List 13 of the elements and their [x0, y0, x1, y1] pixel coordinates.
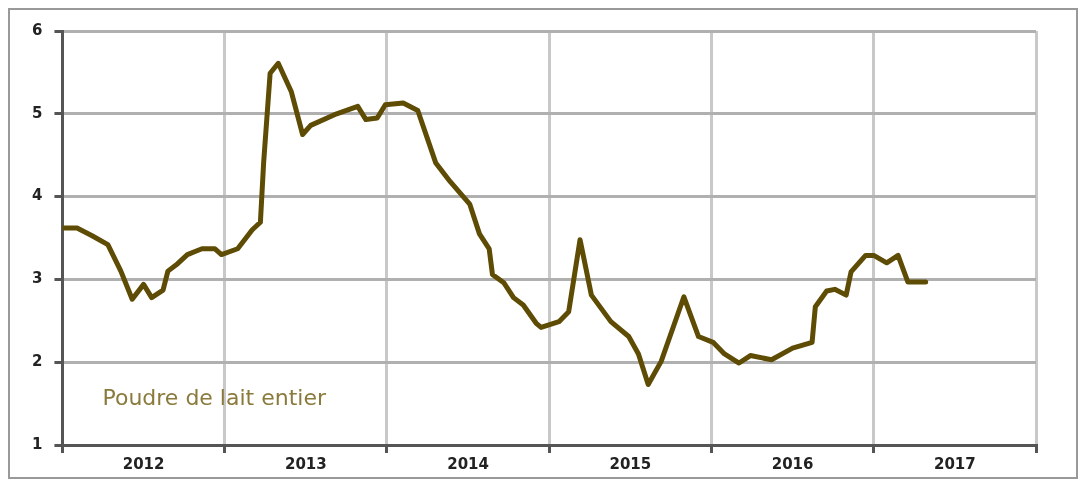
- x-tick-label: 2014: [447, 454, 489, 473]
- y-tick-label: 2: [32, 352, 43, 371]
- y-tick-label: 1: [32, 434, 43, 453]
- annotation: Poudre de lait entier: [102, 385, 327, 410]
- x-tick-label: 2013: [284, 454, 327, 473]
- y-tick-label: 4: [32, 186, 43, 205]
- y-tick-label: 3: [32, 269, 43, 288]
- x-tick-label: 2012: [122, 454, 165, 473]
- x-tick-label: 2017: [933, 454, 976, 473]
- y-tick-label: 6: [32, 20, 43, 39]
- x-tick-label: 2015: [609, 454, 652, 473]
- y-tick-label: 5: [32, 103, 43, 122]
- x-tick-label: 2016: [771, 454, 814, 473]
